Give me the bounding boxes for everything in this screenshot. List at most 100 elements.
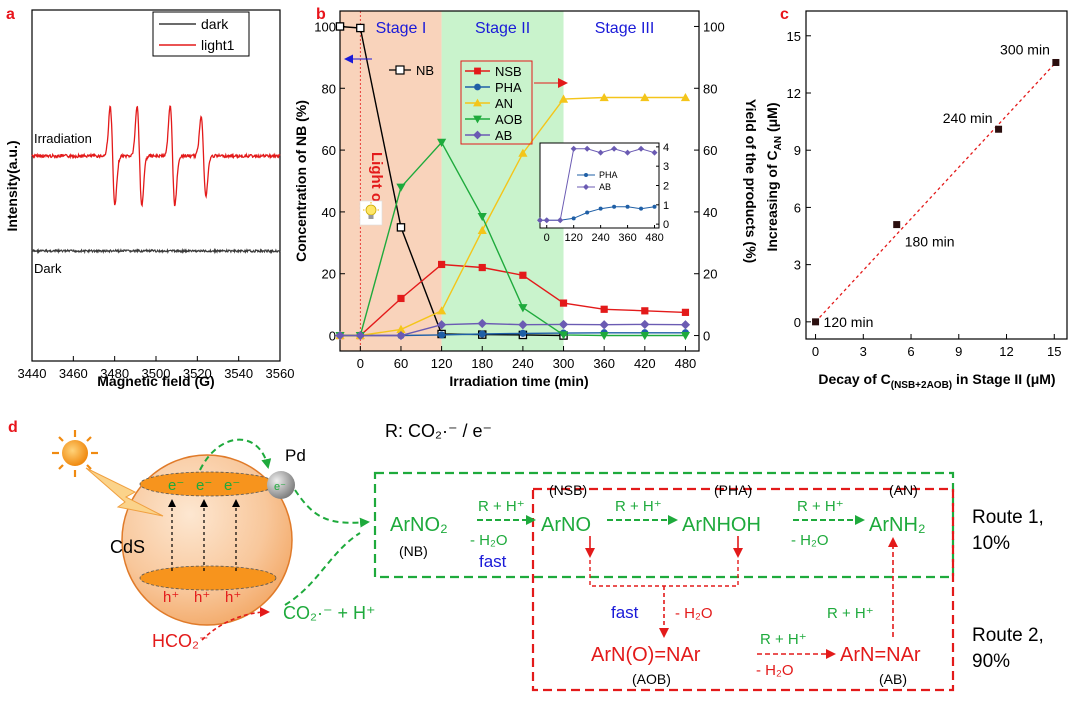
species-pha-tag: (PHA) [714,482,752,498]
inset-legend: PHA AB [577,170,618,192]
plot-frame-b [339,10,700,352]
point-nsb [559,299,568,307]
electron-2: e⁻ [196,477,212,494]
x-tick-label-a: 3540 [224,366,253,381]
inset-point-ab [638,145,645,152]
inset-point-ab [557,217,564,224]
legend-label-light1: light1 [201,37,235,53]
panel-a: a 3440 3460 3480 3500 3520 3540 3560 Magnetic … [4,6,294,389]
point-ab [396,330,406,341]
inset-y-tick-label: 1 [663,200,669,212]
panel-d: d R: CO₂·⁻ / e⁻ e⁻ e⁻ e⁻ h⁺ h⁺ h⁺ [8,419,1044,692]
point-an [518,148,528,157]
x-tick-label-c: 3 [860,344,867,359]
formate-oxidation-arrow [201,607,270,641]
inset-x-tick-label: 240 [591,232,609,244]
formate-label: HCO₂⁻ [152,631,209,651]
x-tick-label-c: 12 [999,344,1013,359]
species-nb-tag: (NB) [399,543,428,559]
point-an [680,92,691,102]
y-tick-label-b: 0 [329,329,336,344]
x-tick-label-c: 9 [955,344,962,359]
inset-x-tick-label: 360 [618,232,636,244]
axes-c: 0 3 6 9 12 15 0 3 6 9 12 15 [787,29,1062,359]
inset-legend-label-pha: PHA [599,170,618,180]
hole-3: h⁺ [225,589,241,606]
point-an [437,306,447,315]
arrow-aob-ab-water: - H₂O [756,662,794,679]
point-an [396,324,406,333]
x-tick-label-a: 3480 [100,366,129,381]
inset-point-pha [639,206,644,211]
inset-y-tick-label: 0 [663,219,669,231]
pd-label: Pd [285,446,306,465]
inset-x-tick-label: 480 [645,232,663,244]
plot-frame-a [31,9,281,362]
arrow-to-aob-fast: fast [611,603,639,622]
scatter-point [893,221,901,229]
legend-label-aob: AOB [495,112,522,127]
inset-point-pha [585,210,590,215]
point-label: 180 min [905,234,955,250]
point-nsb [681,308,690,316]
inset-legend-label-ab: AB [599,182,611,192]
legend-marker-aob [473,115,482,124]
inset-point-ab [651,149,658,156]
point-nsb [397,294,405,303]
x-tick-label-a: 3440 [18,366,47,381]
electron-1: e⁻ [168,477,184,494]
inset-legend-marker-pha [584,173,588,177]
legend-label-nb: NB [416,63,434,78]
pd-to-route-arrow [294,489,370,528]
inset-y-tick-label: 3 [663,161,669,173]
series-line-nsb [340,263,686,337]
inset-point-ab [543,217,550,224]
point-an [640,92,650,102]
light-on-label: Light on [368,152,385,211]
point-ab [599,320,609,330]
point-an [599,92,609,102]
stage-1-band [340,11,442,351]
legend-box-a [152,11,250,57]
y-tick-label-c: 3 [794,258,801,273]
y-tick-label-b: 80 [322,81,336,96]
inset-y-tick-label: 2 [663,181,669,193]
inset-legend-marker-ab [583,184,589,190]
y-tick-right-label-b: 100 [703,19,725,34]
route-2-label: Route 2, [972,625,1044,646]
inset-point-ab [597,149,604,156]
electron-3: e⁻ [224,477,240,494]
point-nb [356,23,365,33]
species-nsb-tag: (NSB) [549,482,587,498]
point-label: 240 min [943,110,993,126]
point-nb [396,223,406,232]
y-tick-label-c: 12 [787,86,801,101]
route-2-share: 90% [972,651,1010,672]
pd-nanoparticle [267,471,295,499]
y-tick-label-b: 60 [322,143,336,158]
condensation-bracket [589,560,739,587]
inset-point-pha [598,206,603,211]
panel-label-c: c [780,6,789,23]
legend-marker-ab [473,130,482,140]
point-aob [680,331,691,341]
inset-line-ab [540,148,655,221]
point-pha [438,331,446,339]
y-tick-right-label-b: 20 [703,267,717,282]
arrow-pha-an-reagent: R + H⁺ [797,498,844,515]
radical-to-route-arrow [284,532,361,606]
legend-nb: NB [389,63,434,78]
point-aob [558,331,569,340]
species-ab-tag: (AB) [879,671,907,687]
point-aob [396,183,406,192]
inset-series-group [537,145,658,224]
scatter-point [995,125,1003,133]
series-light1 [31,105,281,208]
legend-marker-nsb [474,67,481,75]
species-an: ArNH₂ [869,514,926,536]
species-pha: ArNHOH [682,514,761,536]
point-label: 300 min [1000,41,1050,57]
arrow-ab-an-reagent: R + H⁺ [827,605,874,622]
